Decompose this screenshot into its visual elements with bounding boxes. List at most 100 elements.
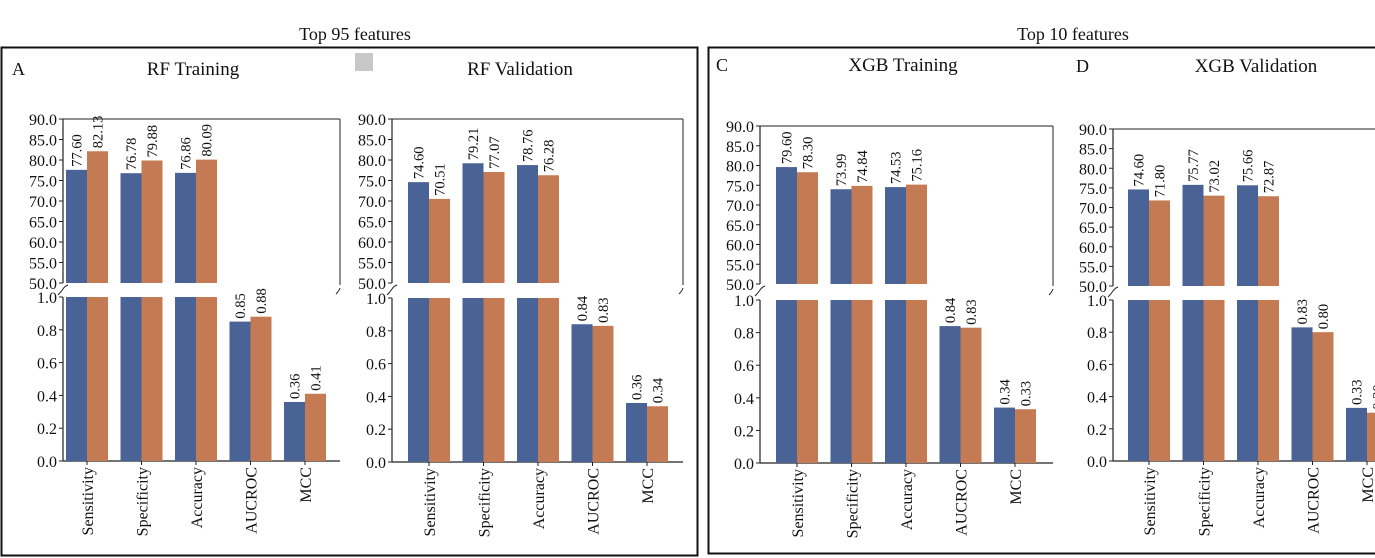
data-label: 73.02 (1207, 160, 1223, 193)
lower-tick-label: 0.2 (734, 423, 754, 440)
data-label: 0.83 (1295, 299, 1311, 324)
lower-tick-label: 0.4 (734, 391, 754, 408)
data-label: 0.36 (288, 374, 304, 399)
group-left-title: Top 95 features (299, 24, 411, 44)
upper-tick-label: 65.0 (1079, 220, 1107, 237)
upper-tick-label: 70.0 (358, 194, 386, 211)
panel-title: XGB Validation (1195, 56, 1318, 77)
data-label: 73.99 (834, 154, 850, 187)
panel-2: RF Validation 50.0 55.0 60.0 65.0 70.0 75.0 80.… (358, 59, 684, 537)
bar-specificity-s1-lower (1182, 300, 1204, 461)
bar-specificity-s2-upper (851, 185, 873, 284)
bar-aucroc-s1 (939, 326, 961, 463)
data-label: 71.80 (1153, 165, 1169, 198)
upper-tick-label: 85.0 (726, 139, 754, 156)
bar-mcc-s1 (994, 407, 1015, 463)
panel-4: D XGB Validation 50.0 55.0 60.0 65.0 70.0 75.0 8… (1076, 56, 1375, 536)
data-label: 74.60 (412, 147, 428, 180)
upper-tick-label: 90.0 (358, 112, 386, 129)
bar-specificity-s2-lower (851, 300, 873, 463)
upper-tick-label: 50.0 (1079, 279, 1107, 296)
lower-tick-label: 1.0 (366, 291, 386, 308)
bar-sensitivity-s2-upper (429, 198, 450, 283)
x-tick-label: MCC (640, 468, 657, 504)
upper-tick-label: 65.0 (358, 215, 386, 232)
bar-specificity-s2-lower (1203, 300, 1225, 461)
lower-tick-label: 0.2 (37, 421, 57, 438)
lower-tick-label: 0.8 (37, 323, 57, 340)
bar-accuracy-s2-lower (1258, 300, 1279, 461)
group-right-frame (707, 46, 1375, 555)
data-label: 74.60 (1132, 154, 1148, 187)
bar-specificity-s1-upper (462, 163, 484, 283)
data-label: 70.51 (433, 163, 449, 196)
data-label: 79.60 (780, 131, 796, 164)
x-tick-label: AUCROC (1306, 467, 1323, 534)
bar-specificity-s2-upper (483, 172, 505, 283)
data-label: 77.07 (487, 136, 503, 169)
placeholder-square (355, 53, 373, 71)
lower-tick-label: 0.8 (1087, 325, 1107, 342)
data-label: 0.88 (254, 288, 270, 313)
bar-accuracy-s2-upper (906, 184, 927, 284)
bar-mcc-s2 (647, 406, 668, 462)
x-tick-label: Sensitivity (790, 469, 807, 537)
upper-tick-label: 65.0 (29, 215, 57, 232)
bar-sensitivity-s2-upper (87, 151, 108, 283)
data-label: 76.78 (124, 138, 140, 171)
bar-sensitivity-s2-lower (429, 298, 450, 462)
x-tick-label: Sensitivity (80, 467, 97, 535)
bar-accuracy-s1-lower (175, 297, 196, 461)
x-tick-label: Accuracy (531, 468, 548, 529)
x-tick-label: AUCROC (586, 468, 603, 535)
bar-sensitivity-s1-lower (66, 297, 87, 461)
data-label: 0.84 (943, 297, 959, 323)
group-left-frame (0, 46, 699, 557)
bar-aucroc-s2 (250, 316, 272, 461)
data-label: 78.76 (521, 129, 537, 162)
bar-mcc-s1 (1346, 407, 1367, 461)
bar-specificity-s1-lower (120, 297, 142, 461)
bar-aucroc-s2 (592, 325, 614, 462)
axis-break-left (754, 285, 766, 297)
bar-accuracy-s2-upper (1258, 196, 1279, 286)
upper-tick-label: 75.0 (726, 178, 754, 195)
x-tick-label: Accuracy (189, 467, 206, 528)
bar-specificity-s2-lower (483, 298, 505, 462)
bar-sensitivity-s1-upper (776, 167, 797, 284)
upper-tick-label: 90.0 (1079, 122, 1107, 139)
data-label: 0.83 (964, 299, 980, 324)
upper-tick-label: 70.0 (1079, 201, 1107, 218)
bar-sensitivity-s2-lower (1149, 300, 1170, 461)
bar-accuracy-s2-upper (196, 159, 217, 283)
panel-label: A (12, 59, 25, 79)
panel-label: C (716, 55, 728, 75)
bar-specificity-s1-lower (830, 300, 852, 463)
x-tick-label: Sensitivity (422, 468, 439, 536)
upper-tick-label: 80.0 (358, 153, 386, 170)
panel-title: XGB Training (848, 55, 958, 76)
upper-tick-label: 55.0 (1079, 259, 1107, 276)
upper-tick-label: 60.0 (29, 235, 57, 252)
lower-tick-label: 0.6 (366, 357, 386, 374)
upper-tick-label: 85.0 (29, 133, 57, 150)
data-label: 74.84 (855, 150, 871, 183)
data-label: 0.34 (998, 378, 1014, 404)
data-label: 0.33 (1019, 381, 1035, 406)
lower-tick-label: 0.2 (366, 422, 386, 439)
upper-tick-label: 60.0 (726, 238, 754, 255)
axis-break-left (386, 284, 398, 296)
bar-sensitivity-s2-lower (87, 297, 108, 461)
bar-accuracy-s1-lower (517, 298, 538, 462)
data-label: 75.66 (1241, 150, 1257, 183)
lower-tick-label: 0.0 (734, 456, 754, 473)
bar-sensitivity-s1-lower (408, 298, 429, 462)
data-label: 77.60 (70, 134, 86, 167)
lower-tick-label: 0.6 (734, 358, 754, 375)
axis-break-right (335, 287, 341, 295)
data-label: 72.87 (1262, 161, 1278, 194)
upper-tick-label: 50.0 (358, 276, 386, 293)
axis-break-left (57, 284, 69, 296)
x-tick-label: MCC (298, 467, 315, 503)
bar-aucroc-s2 (960, 327, 982, 463)
